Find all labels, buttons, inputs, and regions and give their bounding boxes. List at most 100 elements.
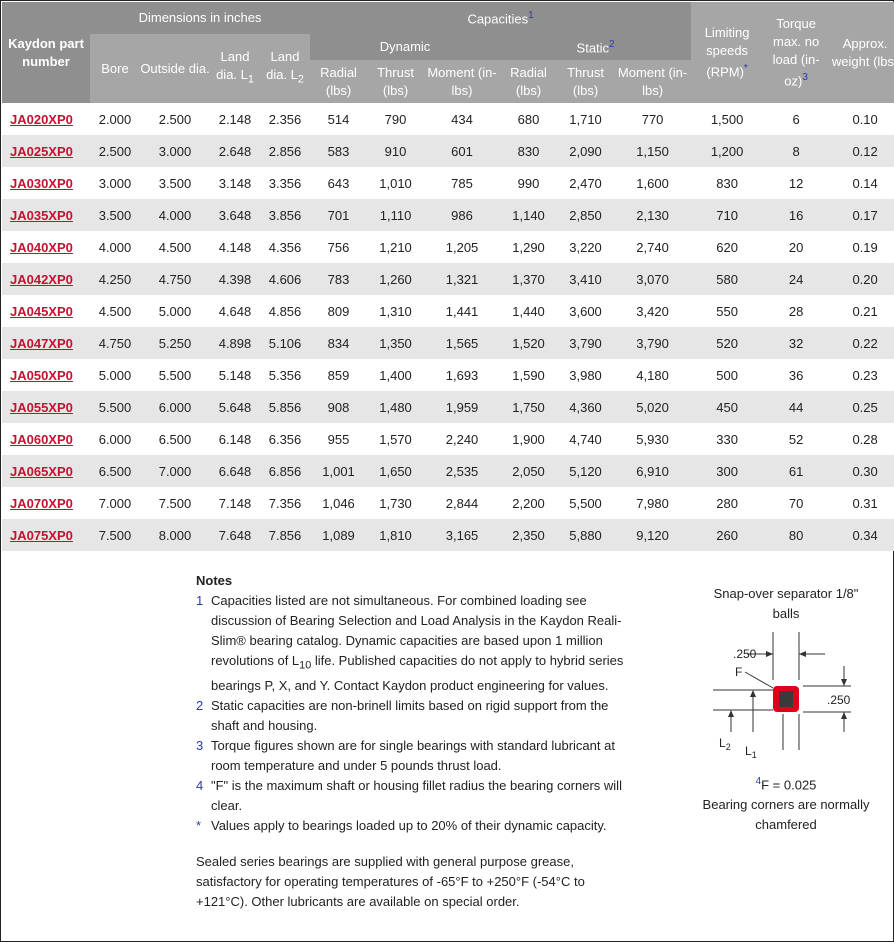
part-number-link[interactable]: JA065XP0 [10,463,73,479]
cell-static-thrust: 4,360 [557,391,615,423]
cell-static-thrust: 3,600 [557,295,615,327]
cell-weight: 0.12 [829,135,894,167]
cell-static-radial: 1,140 [500,199,558,231]
part-number-link[interactable]: JA030XP0 [10,175,73,191]
cell-torque: 6 [763,103,830,135]
cell-static-moment: 3,070 [614,263,692,295]
cell-static-moment: 6,910 [614,455,692,487]
cell-weight: 0.17 [829,199,894,231]
cell-weight: 0.28 [829,423,894,455]
cell-limiting-speed: 580 [691,263,764,295]
diagram-caption-bottom: 4F = 0.025 Bearing corners are normally … [701,772,871,835]
cell-dyn-radial: 701 [310,199,368,231]
cell-land-dia-2: 7.856 [260,519,311,551]
cell-dyn-radial: 756 [310,231,368,263]
part-number-link[interactable]: JA075XP0 [10,527,73,543]
cell-dyn-moment: 601 [424,135,501,167]
bearing-section-drawing: .250 .250 F L2 L1 [713,632,851,760]
cell-part-number: JA070XP0 [2,487,90,519]
cell-land-dia-1: 3.648 [210,199,260,231]
note-text: Capacities listed are not simultaneous. … [211,593,624,693]
cell-land-dia-2: 4.606 [260,263,311,295]
cell-part-number: JA075XP0 [2,519,90,551]
cell-static-radial: 1,370 [500,263,558,295]
table-row: JA060XP0 6.000 6.500 6.148 6.356 955 1,570 2,24… [2,423,894,455]
cell-dyn-moment: 2,240 [424,423,501,455]
cell-weight: 0.10 [829,103,894,135]
cell-outside-dia: 4.500 [140,231,210,263]
cell-static-radial: 1,900 [500,423,558,455]
cell-dyn-moment: 1,693 [424,359,501,391]
cell-static-moment: 770 [614,103,692,135]
cell-torque: 28 [763,295,830,327]
note-text: "F" is the maximum shaft or housing fill… [211,777,622,813]
part-number-link[interactable]: JA020XP0 [10,111,73,127]
cell-static-radial: 990 [500,167,558,199]
cell-dyn-radial: 583 [310,135,368,167]
cell-bore: 4.500 [90,295,140,327]
cell-torque: 20 [763,231,830,263]
cell-land-dia-1: 2.648 [210,135,260,167]
cell-limiting-speed: 300 [691,455,764,487]
cell-limiting-speed: 500 [691,359,764,391]
cell-limiting-speed: 1,500 [691,103,764,135]
cell-land-dia-2: 2.856 [260,135,311,167]
table-row: JA025XP0 2.500 3.000 2.648 2.856 583 910 601 830… [2,135,894,167]
cell-static-thrust: 3,790 [557,327,615,359]
part-number-link[interactable]: JA040XP0 [10,239,73,255]
cell-weight: 0.34 [829,519,894,551]
dim-top-label: .250 [733,647,757,661]
cell-bore: 3.000 [90,167,140,199]
cell-dyn-moment: 2,535 [424,455,501,487]
cell-static-thrust: 5,880 [557,519,615,551]
cell-dyn-moment: 1,959 [424,391,501,423]
part-number-link[interactable]: JA047XP0 [10,335,73,351]
cell-outside-dia: 5.250 [140,327,210,359]
part-number-link[interactable]: JA035XP0 [10,207,73,223]
cell-limiting-speed: 260 [691,519,764,551]
cell-dyn-thrust: 790 [367,103,425,135]
bearing-spec-table: Kaydon part number Dimensions in inches … [2,2,894,551]
part-number-link[interactable]: JA060XP0 [10,431,73,447]
cell-part-number: JA055XP0 [2,391,90,423]
col-header-weight: Approx. weight (lbs) [829,2,894,103]
cell-static-radial: 2,050 [500,455,558,487]
cell-torque: 12 [763,167,830,199]
cell-dyn-thrust: 1,400 [367,359,425,391]
cell-static-moment: 3,790 [614,327,692,359]
cell-part-number: JA025XP0 [2,135,90,167]
cell-land-dia-2: 7.356 [260,487,311,519]
table-row: JA065XP0 6.500 7.000 6.648 6.856 1,001 1,650 2,… [2,455,894,487]
diagram-caption-top: Snap-over separator 1/8" balls [713,586,859,621]
cell-static-radial: 1,520 [500,327,558,359]
cell-bore: 7.000 [90,487,140,519]
part-number-link[interactable]: JA025XP0 [10,143,73,159]
cell-bore: 6.000 [90,423,140,455]
cell-static-thrust: 4,740 [557,423,615,455]
cell-part-number: JA047XP0 [2,327,90,359]
chamfer-note: Bearing corners are normally chamfered [702,797,870,833]
sealed-series-note: Sealed series bearings are supplied with… [196,853,585,909]
note-4: 4 "F" is the maximum shaft or housing fi… [196,776,636,816]
cell-dyn-thrust: 1,570 [367,423,425,455]
cell-dyn-radial: 859 [310,359,368,391]
cell-bore: 4.000 [90,231,140,263]
part-number-link[interactable]: JA045XP0 [10,303,73,319]
part-number-link[interactable]: JA070XP0 [10,495,73,511]
cell-land-dia-1: 4.148 [210,231,260,263]
note-text: Torque figures shown are for single bear… [211,737,615,773]
part-number-link[interactable]: JA055XP0 [10,399,73,415]
cell-weight: 0.21 [829,295,894,327]
col-header-static-thrust: Thrust (lbs) [557,60,615,103]
cell-outside-dia: 6.500 [140,423,210,455]
dim-right-label: .250 [827,693,851,707]
cell-static-radial: 1,440 [500,295,558,327]
cell-land-dia-1: 5.648 [210,391,260,423]
cell-limiting-speed: 520 [691,327,764,359]
cell-static-thrust: 5,500 [557,487,615,519]
part-number-link[interactable]: JA042XP0 [10,271,73,287]
part-number-link[interactable]: JA050XP0 [10,367,73,383]
cell-static-radial: 1,750 [500,391,558,423]
cell-static-radial: 830 [500,135,558,167]
col-header-capacities: Capacities1 [310,2,692,34]
